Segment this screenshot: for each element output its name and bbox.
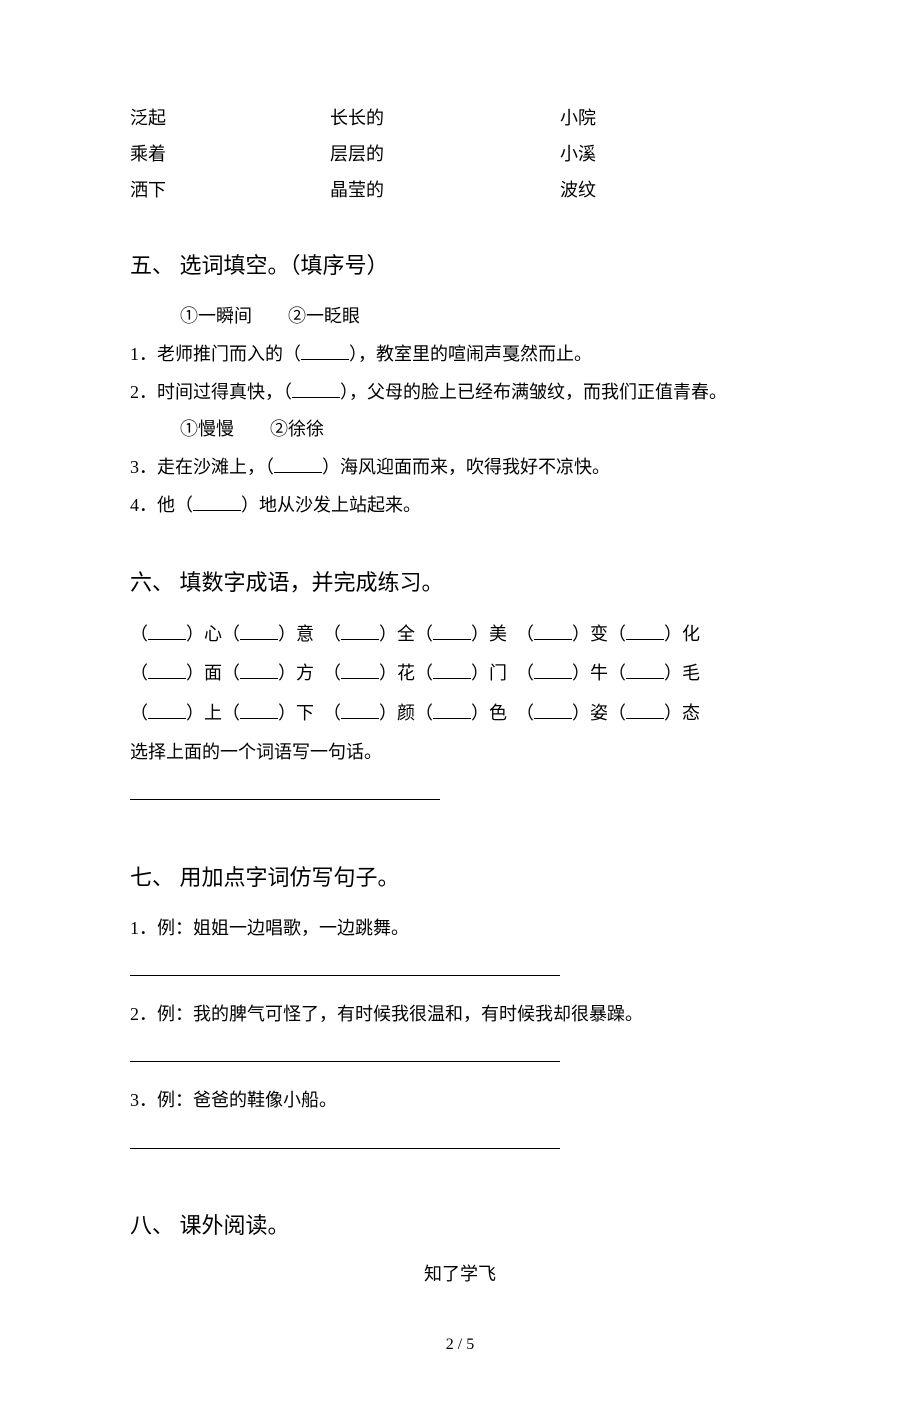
fill-blank[interactable] <box>148 660 186 679</box>
idiom-text: ）姿（ <box>572 703 626 723</box>
match-cell: 晶莹的 <box>330 172 560 208</box>
idiom-row-3: （）上（）下 （）颜（）色 （）姿（）态 <box>130 694 790 734</box>
section-7-heading: 七、 用加点字词仿写句子。 <box>130 860 790 892</box>
fill-blank[interactable] <box>240 660 278 679</box>
question-3: 3．走在沙滩上，（ ）海风迎面而来，吹得我好不凉快。 <box>130 449 790 487</box>
answer-line <box>130 771 790 819</box>
write-blank[interactable] <box>130 777 440 800</box>
fill-blank[interactable] <box>433 700 471 719</box>
fill-blank[interactable] <box>148 621 186 640</box>
match-row: 乘着 层层的 小溪 <box>130 136 790 172</box>
q1-text-a: 1．老师推门而入的（ <box>130 344 301 364</box>
idiom-text: ）方 （ <box>278 663 341 683</box>
idiom-text: ）面（ <box>186 663 240 683</box>
write-blank[interactable] <box>130 1040 560 1063</box>
reading-title: 知了学飞 <box>130 1260 790 1286</box>
example-2: 2．例：我的脾气可怪了，有时候我很温和，有时候我却很暴躁。 <box>130 996 790 1034</box>
fill-blank[interactable] <box>341 700 379 719</box>
idiom-text: ）牛（ <box>572 663 626 683</box>
question-1: 1．老师推门而入的（ ），教室里的喧闹声戛然而止。 <box>130 336 790 374</box>
idiom-text: ）心（ <box>186 624 240 644</box>
match-cell: 长长的 <box>330 100 560 136</box>
idiom-text: ）变（ <box>572 624 626 644</box>
question-2: 2．时间过得真快，（ ），父母的脸上已经布满皱纹，而我们正值青春。 <box>130 374 790 412</box>
match-cell: 洒下 <box>130 172 330 208</box>
idiom-text: ）全（ <box>379 624 433 644</box>
idiom-text: ）意 （ <box>278 624 341 644</box>
fill-blank[interactable] <box>193 492 241 511</box>
section-6-prompt: 选择上面的一个词语写一句话。 <box>130 734 790 772</box>
match-cell: 乘着 <box>130 136 330 172</box>
answer-line <box>130 1034 790 1082</box>
fill-blank[interactable] <box>626 700 664 719</box>
idiom-text: ）门 （ <box>471 663 534 683</box>
fill-blank[interactable] <box>301 341 349 360</box>
fill-blank[interactable] <box>240 621 278 640</box>
option-group-1: ①一瞬间 ②一眨眼 <box>180 298 790 336</box>
match-cell: 小院 <box>560 100 790 136</box>
answer-line <box>130 948 790 996</box>
fill-blank[interactable] <box>292 379 340 398</box>
write-blank[interactable] <box>130 1126 560 1149</box>
q2-text-b: ），父母的脸上已经布满皱纹，而我们正值青春。 <box>340 382 727 402</box>
example-1: 1．例：姐姐一边唱歌，一边跳舞。 <box>130 910 790 948</box>
fill-blank[interactable] <box>274 454 322 473</box>
idiom-row-2: （）面（）方 （）花（）门 （）牛（）毛 <box>130 654 790 694</box>
fill-blank[interactable] <box>626 621 664 640</box>
match-cell: 小溪 <box>560 136 790 172</box>
fill-blank[interactable] <box>341 621 379 640</box>
idiom-text: ）颜（ <box>379 703 433 723</box>
idiom-text: ）毛 <box>664 663 700 683</box>
section-6-heading: 六、 填数字成语，并完成练习。 <box>130 565 790 597</box>
section-8-heading: 八、 课外阅读。 <box>130 1208 790 1240</box>
question-4: 4．他（ ）地从沙发上站起来。 <box>130 487 790 525</box>
example-3: 3．例：爸爸的鞋像小船。 <box>130 1082 790 1120</box>
match-row: 洒下 晶莹的 波纹 <box>130 172 790 208</box>
q4-text-a: 4．他（ <box>130 495 193 515</box>
answer-line <box>130 1120 790 1168</box>
idiom-text: ）美 （ <box>471 624 534 644</box>
idiom-text: ）态 <box>664 703 700 723</box>
document-page: 泛起 长长的 小院 乘着 层层的 小溪 洒下 晶莹的 波纹 五、 选词填空。（填… <box>0 0 920 1414</box>
idiom-text: ）化 <box>664 624 700 644</box>
fill-blank[interactable] <box>534 700 572 719</box>
fill-blank[interactable] <box>148 700 186 719</box>
fill-blank[interactable] <box>626 660 664 679</box>
idiom-text: ）上（ <box>186 703 240 723</box>
fill-blank[interactable] <box>240 700 278 719</box>
match-row: 泛起 长长的 小院 <box>130 100 790 136</box>
idiom-text: ）花（ <box>379 663 433 683</box>
write-blank[interactable] <box>130 954 560 977</box>
fill-blank[interactable] <box>433 660 471 679</box>
idiom-text: ）下 （ <box>278 703 341 723</box>
q3-text-b: ）海风迎面而来，吹得我好不凉快。 <box>322 457 610 477</box>
q2-text-a: 2．时间过得真快，（ <box>130 382 292 402</box>
idiom-text: ）色 （ <box>471 703 534 723</box>
match-cell: 层层的 <box>330 136 560 172</box>
section-5-heading: 五、 选词填空。（填序号） <box>130 248 790 280</box>
idiom-row-1: （）心（）意 （）全（）美 （）变（）化 <box>130 615 790 655</box>
match-cell: 泛起 <box>130 100 330 136</box>
q4-text-b: ）地从沙发上站起来。 <box>241 495 421 515</box>
fill-blank[interactable] <box>534 660 572 679</box>
option-group-2: ①慢慢 ②徐徐 <box>180 411 790 449</box>
fill-blank[interactable] <box>341 660 379 679</box>
fill-blank[interactable] <box>433 621 471 640</box>
fill-blank[interactable] <box>534 621 572 640</box>
page-number: 2 / 5 <box>130 1336 790 1354</box>
q1-text-b: ），教室里的喧闹声戛然而止。 <box>349 344 592 364</box>
match-cell: 波纹 <box>560 172 790 208</box>
q3-text-a: 3．走在沙滩上，（ <box>130 457 274 477</box>
